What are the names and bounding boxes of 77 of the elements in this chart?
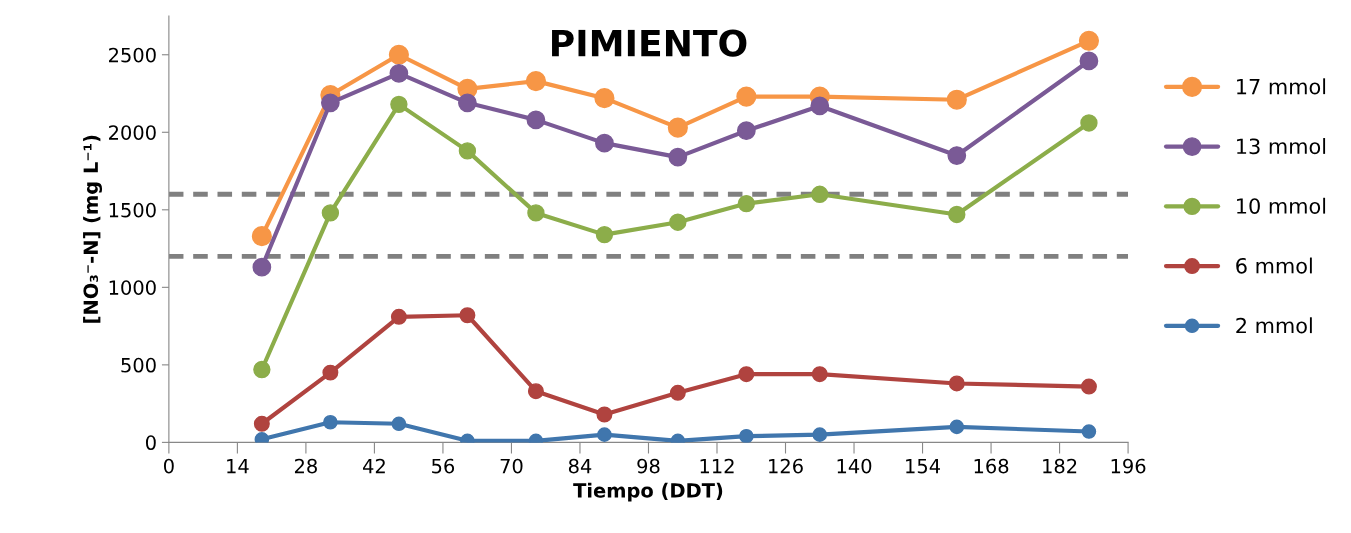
- legend-label: 10 mmol: [1237, 197, 1326, 214]
- x-tick-label: 112: [700, 458, 734, 474]
- x-tick-label: 98: [637, 458, 660, 474]
- x-axis-title: Tiempo (DDT): [573, 482, 723, 502]
- legend-label: 6 mmol: [1236, 257, 1312, 274]
- point: [595, 133, 614, 153]
- y-tick-label: 1500: [109, 202, 156, 218]
- x-tick-label: 14: [227, 458, 249, 474]
- point: [323, 414, 338, 430]
- legend-label: 13 mmol: [1237, 138, 1326, 155]
- point: [388, 44, 409, 65]
- y-axis-title: [NO₃⁻-N] (mg L⁻¹): [83, 135, 103, 323]
- point: [667, 117, 688, 138]
- point: [527, 204, 545, 222]
- point: [390, 308, 407, 325]
- point: [739, 428, 754, 443]
- x-tick-label: 182: [1043, 458, 1077, 474]
- point: [736, 86, 757, 107]
- x-tick-label: 168: [974, 458, 1009, 474]
- y-tick-label: 500: [121, 357, 156, 373]
- point: [594, 88, 615, 109]
- point: [810, 96, 830, 116]
- x-tick-label: 56: [432, 458, 455, 474]
- x-tick-label: 42: [363, 458, 385, 474]
- point: [1081, 424, 1097, 439]
- x-tick-label: 196: [1111, 458, 1146, 474]
- x-tick-label: 140: [837, 458, 872, 474]
- point: [948, 375, 965, 392]
- x-tick-label: 70: [500, 458, 523, 474]
- point: [389, 63, 409, 83]
- point: [811, 185, 829, 203]
- point: [391, 416, 407, 432]
- legend-label: 17 mmol: [1237, 78, 1326, 95]
- chart-title: PIMIENTO: [552, 29, 747, 57]
- point: [812, 427, 828, 442]
- point: [949, 419, 965, 435]
- point: [320, 93, 340, 113]
- y-tick-label: 2500: [109, 47, 156, 63]
- point: [322, 364, 339, 381]
- x-tick-label: 154: [906, 458, 941, 474]
- point: [947, 146, 967, 165]
- legend-label: 2 mmol: [1236, 317, 1312, 334]
- y-tick-label: 0: [145, 435, 156, 451]
- x-tick-label: 0: [163, 458, 174, 474]
- y-tick-label: 2000: [109, 125, 156, 140]
- point: [946, 89, 967, 110]
- point: [1079, 51, 1099, 71]
- point: [459, 307, 476, 324]
- point: [525, 71, 546, 92]
- x-tick-label: 28: [294, 458, 317, 474]
- y-tick-label: 1000: [109, 280, 156, 295]
- point: [253, 415, 270, 432]
- point: [1078, 30, 1100, 51]
- point: [253, 360, 271, 379]
- point: [738, 366, 755, 383]
- point: [669, 384, 686, 401]
- point: [595, 225, 614, 244]
- point: [1080, 378, 1097, 395]
- point: [321, 204, 340, 222]
- point: [526, 110, 546, 130]
- point: [669, 213, 687, 231]
- point: [390, 95, 408, 114]
- point: [668, 147, 688, 167]
- point: [458, 93, 477, 113]
- point: [1080, 114, 1098, 132]
- point: [737, 194, 756, 213]
- point: [736, 121, 756, 141]
- point: [252, 257, 272, 277]
- point: [596, 406, 613, 423]
- point: [458, 142, 477, 160]
- point: [527, 383, 544, 400]
- point: [811, 366, 828, 383]
- point: [251, 226, 272, 247]
- point: [948, 205, 966, 224]
- point: [597, 427, 612, 442]
- x-tick-label: 84: [568, 458, 592, 474]
- x-tick-label: 126: [769, 458, 803, 474]
